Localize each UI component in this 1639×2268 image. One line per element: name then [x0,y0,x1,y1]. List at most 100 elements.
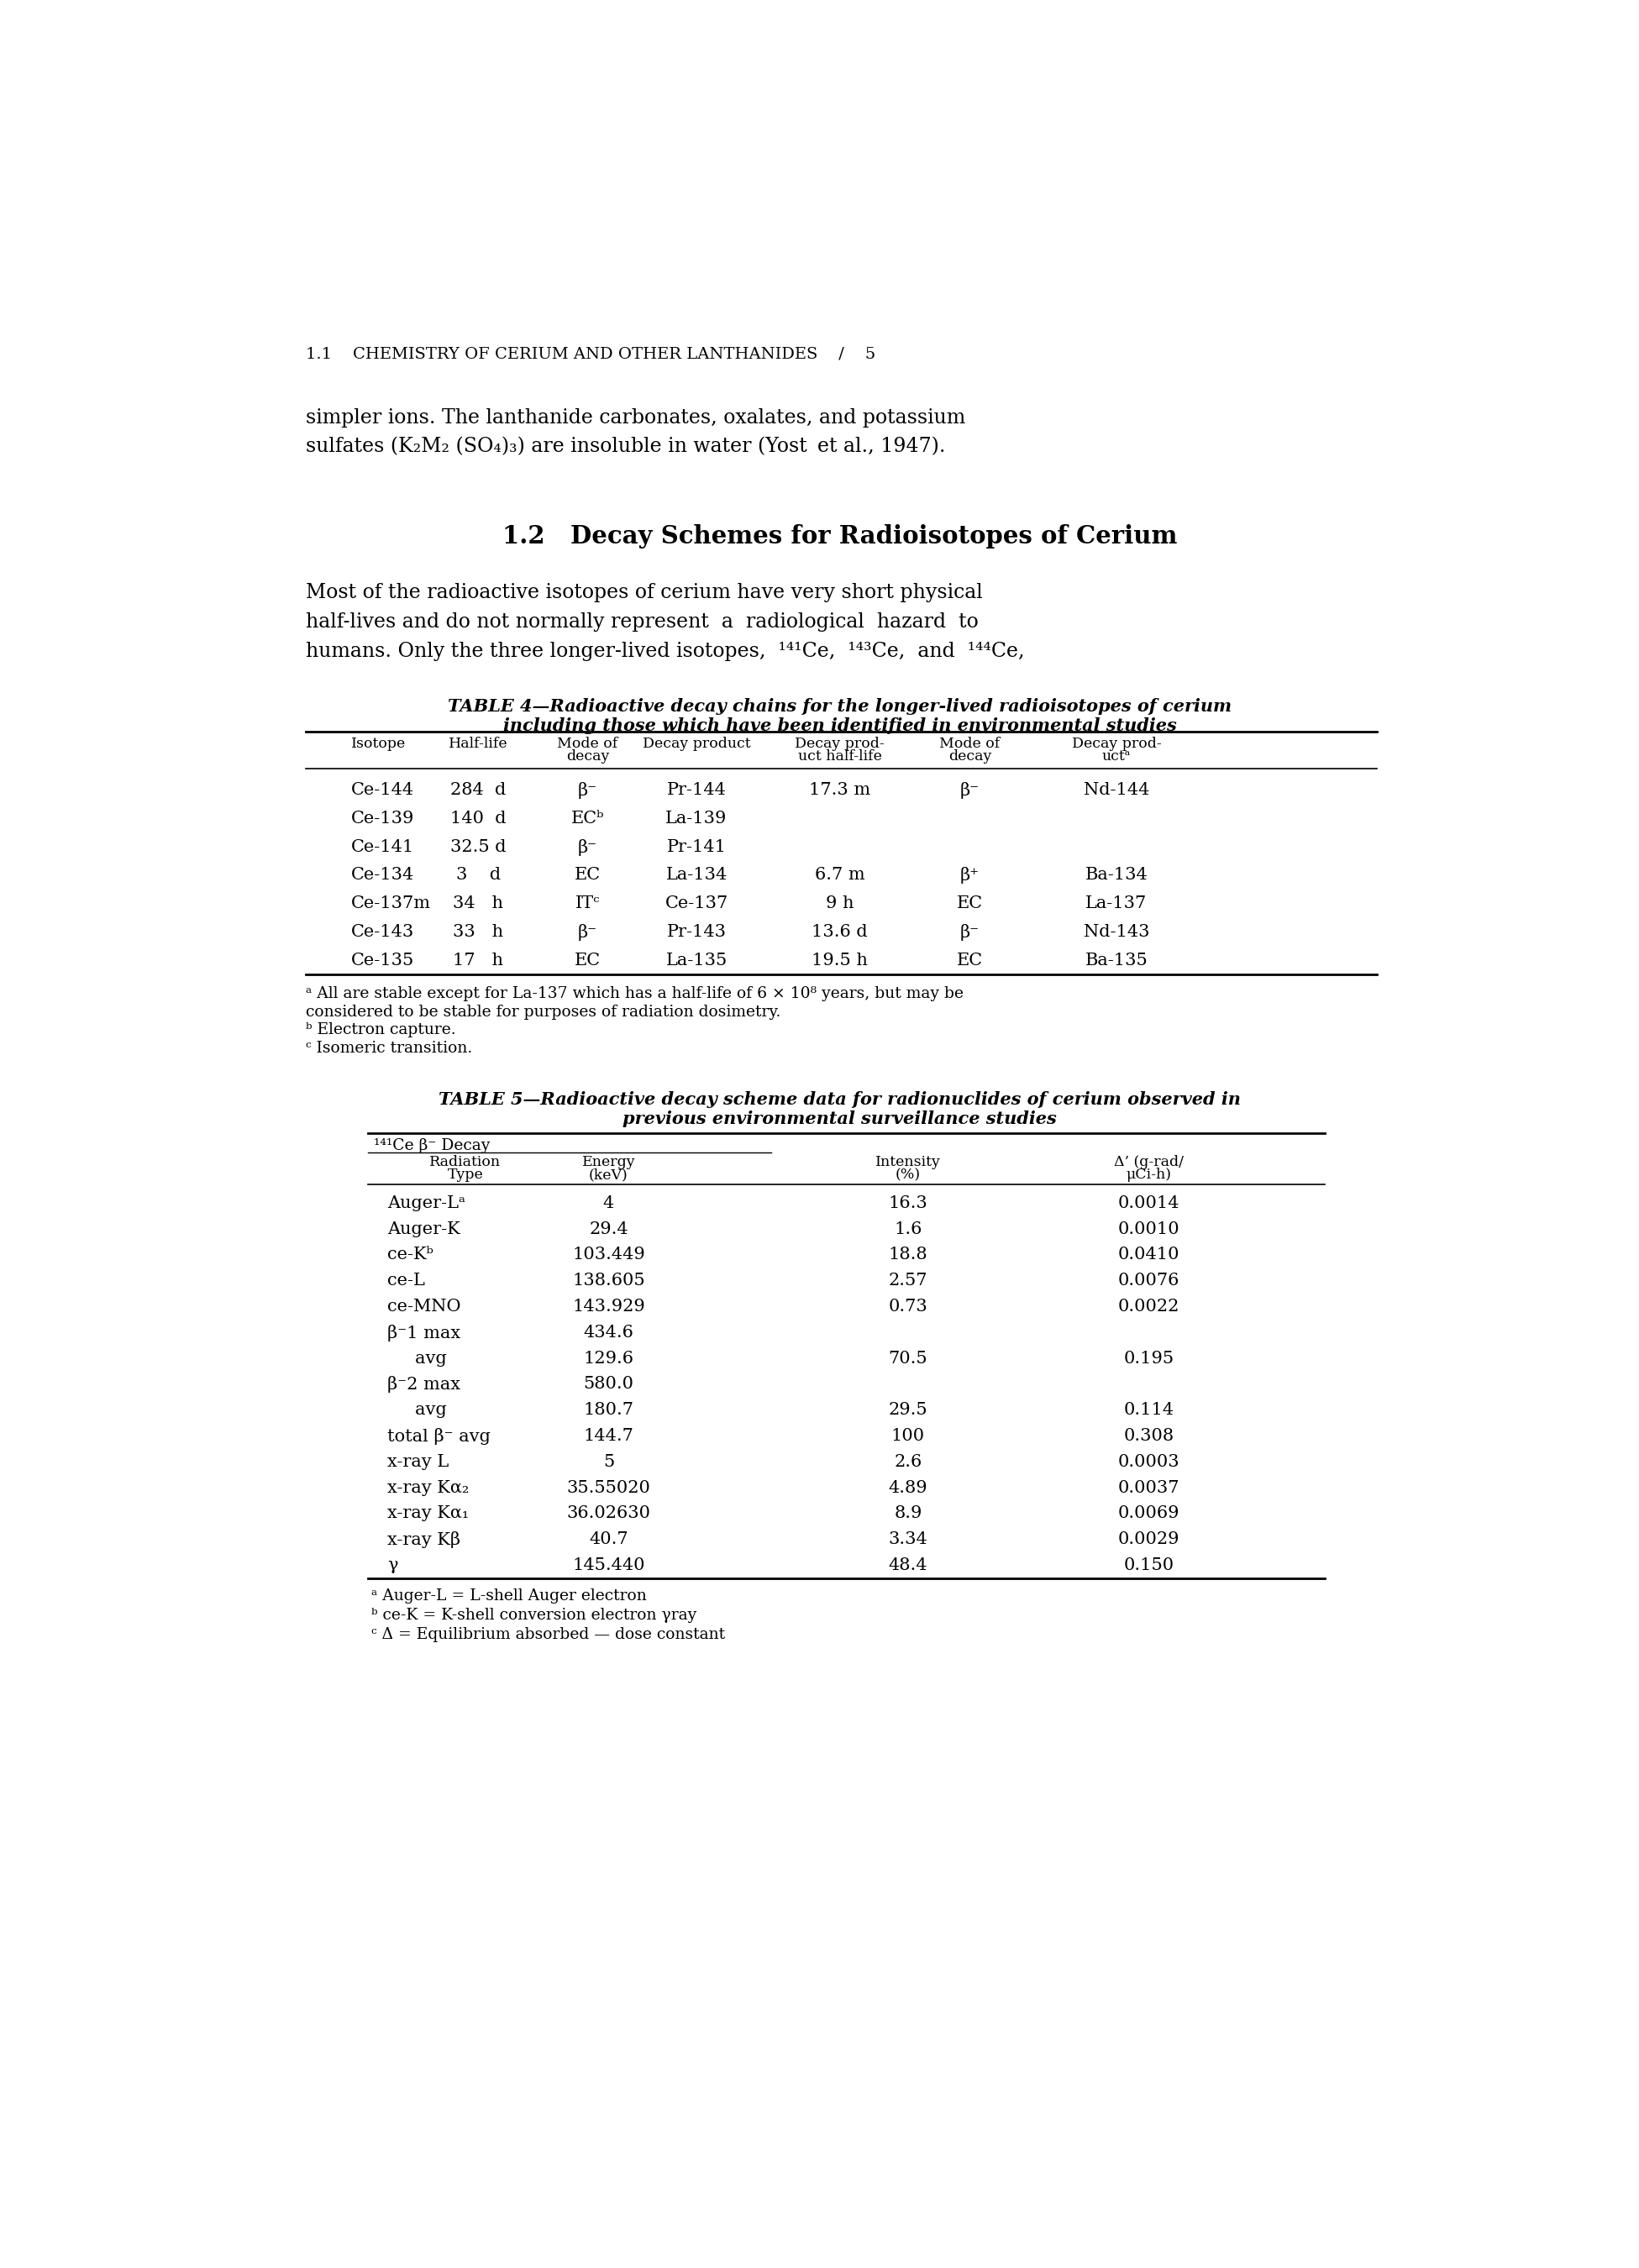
Text: La-135: La-135 [665,953,728,968]
Text: ᵃ Auger-L = L-shell Auger electron: ᵃ Auger-L = L-shell Auger electron [370,1588,646,1603]
Text: Decay prod-: Decay prod- [1072,737,1160,751]
Text: 0.0003: 0.0003 [1118,1454,1180,1470]
Text: Ce-144: Ce-144 [351,782,415,798]
Text: considered to be stable for purposes of radiation dosimetry.: considered to be stable for purposes of … [306,1005,780,1018]
Text: uct half-life: uct half-life [798,748,882,764]
Text: 2.57: 2.57 [888,1272,928,1288]
Text: Type: Type [447,1168,484,1182]
Text: 33   h: 33 h [452,923,503,941]
Text: Decay prod-: Decay prod- [795,737,885,751]
Text: x-ray Kα₂: x-ray Kα₂ [387,1479,469,1495]
Text: 434.6: 434.6 [583,1325,634,1340]
Text: Isotope: Isotope [351,737,406,751]
Text: 143.929: 143.929 [572,1300,646,1315]
Text: (keV): (keV) [588,1168,628,1182]
Text: ᵃ All are stable except for La-137 which has a half-life of 6 × 10⁸ years, but m: ᵃ All are stable except for La-137 which… [306,987,964,1002]
Text: 0.150: 0.150 [1124,1558,1174,1574]
Text: Auger-K: Auger-K [387,1220,461,1236]
Text: Ba-135: Ba-135 [1085,953,1147,968]
Text: Ce-143: Ce-143 [351,923,415,941]
Text: 1.2   Decay Schemes for Radioisotopes of Cerium: 1.2 Decay Schemes for Radioisotopes of C… [502,524,1177,549]
Text: 284  d: 284 d [451,782,506,798]
Text: 2.6: 2.6 [893,1454,923,1470]
Text: Most of the radioactive isotopes of cerium have very short physical: Most of the radioactive isotopes of ceri… [306,583,983,601]
Text: 8.9: 8.9 [893,1506,923,1522]
Text: 32.5 d: 32.5 d [451,839,506,855]
Text: 70.5: 70.5 [888,1349,928,1365]
Text: β⁻: β⁻ [579,923,597,941]
Text: 145.440: 145.440 [572,1558,644,1574]
Text: Decay product: Decay product [642,737,751,751]
Text: 1.1    CHEMISTRY OF CERIUM AND OTHER LANTHANIDES    /    5: 1.1 CHEMISTRY OF CERIUM AND OTHER LANTHA… [306,347,875,361]
Text: 5: 5 [603,1454,615,1470]
Text: 17.3 m: 17.3 m [810,782,870,798]
Text: Ce-141: Ce-141 [351,839,415,855]
Text: 0.114: 0.114 [1124,1402,1174,1418]
Text: 4: 4 [603,1195,615,1211]
Text: 18.8: 18.8 [888,1247,928,1263]
Text: Ce-137m: Ce-137m [351,896,431,912]
Text: 13.6 d: 13.6 d [811,923,867,941]
Text: Mode of: Mode of [557,737,618,751]
Text: Ba-134: Ba-134 [1085,866,1147,882]
Text: 0.73: 0.73 [888,1300,928,1315]
Text: 9 h: 9 h [826,896,854,912]
Text: EC: EC [575,953,602,968]
Text: 1.6: 1.6 [893,1220,923,1236]
Text: 19.5 h: 19.5 h [811,953,867,968]
Text: uctᵃ: uctᵃ [1101,748,1131,764]
Text: EC: EC [957,953,983,968]
Text: 0.0037: 0.0037 [1118,1479,1180,1495]
Text: TABLE 5—Radioactive decay scheme data for radionuclides of cerium observed in: TABLE 5—Radioactive decay scheme data fo… [439,1091,1241,1107]
Text: Half-life: Half-life [449,737,508,751]
Text: EC: EC [575,866,602,882]
Text: 40.7: 40.7 [588,1531,628,1547]
Text: 0.195: 0.195 [1124,1349,1174,1365]
Text: β⁻2 max: β⁻2 max [387,1377,461,1393]
Text: 140  d: 140 d [451,810,506,826]
Text: (%): (%) [895,1168,921,1182]
Text: Ce-134: Ce-134 [351,866,415,882]
Text: β⁻: β⁻ [960,923,980,941]
Text: 0.308: 0.308 [1124,1429,1174,1445]
Text: 103.449: 103.449 [572,1247,646,1263]
Text: 4.89: 4.89 [888,1479,928,1495]
Text: Energy: Energy [582,1154,636,1170]
Text: x-ray L: x-ray L [387,1454,449,1470]
Text: 3    d: 3 d [456,866,500,882]
Text: 6.7 m: 6.7 m [815,866,865,882]
Text: 0.0076: 0.0076 [1118,1272,1180,1288]
Text: Nd-143: Nd-143 [1083,923,1149,941]
Text: EC: EC [957,896,983,912]
Text: avg: avg [387,1402,446,1418]
Text: La-137: La-137 [1085,896,1147,912]
Text: ECᵇ: ECᵇ [570,810,605,826]
Text: β⁺: β⁺ [960,866,980,885]
Text: β⁻: β⁻ [579,782,597,798]
Text: 35.55020: 35.55020 [567,1479,651,1495]
Text: x-ray Kα₁: x-ray Kα₁ [387,1506,469,1522]
Text: 16.3: 16.3 [888,1195,928,1211]
Text: ᵇ Electron capture.: ᵇ Electron capture. [306,1023,456,1036]
Text: 17   h: 17 h [452,953,503,968]
Text: β⁻: β⁻ [579,839,597,855]
Text: 0.0022: 0.0022 [1118,1300,1180,1315]
Text: TABLE 4—Radioactive decay chains for the longer-lived radioisotopes of cerium: TABLE 4—Radioactive decay chains for the… [447,699,1231,714]
Text: 138.605: 138.605 [572,1272,644,1288]
Text: 0.0410: 0.0410 [1118,1247,1180,1263]
Text: total β⁻ avg: total β⁻ avg [387,1429,490,1445]
Text: Pr-143: Pr-143 [667,923,726,941]
Text: ᵇ ce-K = K-shell conversion electron γray: ᵇ ce-K = K-shell conversion electron γra… [370,1608,697,1624]
Text: decay: decay [565,748,610,764]
Text: 100: 100 [892,1429,924,1445]
Text: 29.5: 29.5 [888,1402,928,1418]
Text: 0.0014: 0.0014 [1118,1195,1180,1211]
Text: 34   h: 34 h [452,896,503,912]
Text: 48.4: 48.4 [888,1558,928,1574]
Text: 3.34: 3.34 [888,1531,928,1547]
Text: 0.0029: 0.0029 [1118,1531,1180,1547]
Text: 0.0010: 0.0010 [1118,1220,1180,1236]
Text: 144.7: 144.7 [583,1429,634,1445]
Text: ce-Kᵇ: ce-Kᵇ [387,1247,433,1263]
Text: previous environmental surveillance studies: previous environmental surveillance stud… [623,1111,1057,1127]
